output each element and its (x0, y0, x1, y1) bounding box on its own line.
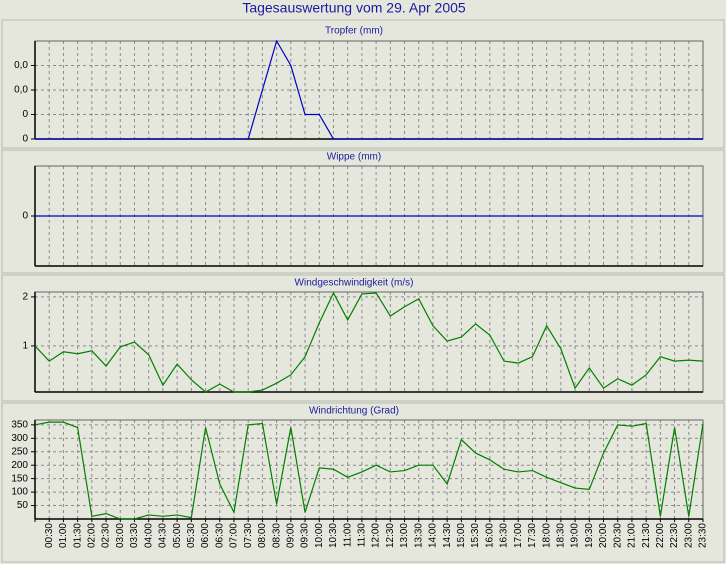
panel (1, 19, 725, 149)
y-tick-label: 100 (11, 487, 28, 498)
x-tick-label: 06:00 (200, 523, 211, 548)
x-tick-label: 03:30 (129, 523, 140, 548)
x-tick-label: 17:30 (527, 523, 538, 548)
y-tick-label: 1 (22, 341, 28, 352)
y-tick-label: 50 (17, 500, 29, 511)
x-tick-label: 20:30 (612, 523, 623, 548)
x-tick-label: 18:30 (556, 523, 567, 548)
x-tick-label: 07:30 (243, 523, 254, 548)
panel-title: Tropfer (mm) (325, 26, 383, 37)
x-tick-label: 12:00 (371, 523, 382, 548)
x-tick-label: 00:30 (44, 523, 55, 548)
y-tick-label: 0,0 (14, 85, 28, 96)
x-tick-label: 15:00 (456, 523, 467, 548)
x-tick-label: 21:00 (627, 523, 638, 548)
x-tick-label: 05:00 (172, 523, 183, 548)
data-line (34, 291, 704, 393)
x-tick-label: 05:30 (186, 523, 197, 548)
x-tick-label: 04:30 (158, 523, 169, 548)
x-tick-label: 15:30 (470, 523, 481, 548)
x-tick-label: 16:30 (499, 523, 510, 548)
x-tick-label: 19:30 (584, 523, 595, 548)
y-tick-label: 250 (11, 446, 28, 457)
panel (1, 402, 725, 563)
y-tick-label: 0 (22, 109, 28, 120)
x-tick-label: 17:00 (513, 523, 524, 548)
x-tick-label: 01:30 (72, 523, 83, 548)
y-tick-label: 2 (22, 292, 28, 303)
x-tick-label: 10:30 (328, 523, 339, 548)
x-tick-label: 11:00 (342, 523, 353, 548)
x-tick-label: 06:30 (214, 523, 225, 548)
x-tick-label: 09:30 (300, 523, 311, 548)
x-tick-label: 23:30 (698, 523, 709, 548)
x-tick-label: 20:00 (598, 523, 609, 548)
panel (1, 274, 725, 402)
x-tick-label: 22:30 (669, 523, 680, 548)
x-tick-label: 18:00 (541, 523, 552, 548)
x-tick-label: 21:30 (641, 523, 652, 548)
x-tick-label: 13:00 (399, 523, 410, 548)
panel-title: Wippe (mm) (327, 152, 381, 163)
panel (1, 149, 725, 274)
data-line (35, 39, 703, 140)
x-tick-label: 04:00 (143, 523, 154, 548)
x-tick-label: 12:30 (385, 523, 396, 548)
panel-title: Windgeschwindigkeit (m/s) (295, 278, 414, 289)
y-tick-label: 0 (22, 134, 28, 145)
x-tick-label: 09:00 (285, 523, 296, 548)
x-tick-label: 23:00 (683, 523, 694, 548)
y-tick-label: 200 (11, 460, 28, 471)
x-tick-label: 02:30 (101, 523, 112, 548)
x-tick-label: 11:30 (357, 523, 368, 548)
x-tick-label: 10:00 (314, 523, 325, 548)
y-tick-label: 0 (22, 211, 28, 222)
y-tick-label: 0,0 (14, 60, 28, 71)
x-tick-label: 16:00 (484, 523, 495, 548)
x-tick-label: 08:00 (257, 523, 268, 548)
x-tick-label: 02:00 (86, 523, 97, 548)
x-tick-label: 19:00 (570, 523, 581, 548)
panel-title: Windrichtung (Grad) (309, 406, 399, 417)
x-tick-label: 14:30 (442, 523, 453, 548)
plot-frame (34, 419, 704, 520)
y-tick-label: 150 (11, 473, 28, 484)
plot-frame (34, 40, 704, 140)
page-title: Tagesauswertung vom 29. Apr 2005 (242, 0, 466, 16)
y-tick-label: 300 (11, 433, 28, 444)
x-tick-label: 01:00 (58, 523, 69, 548)
y-tick-label: 350 (11, 419, 28, 430)
x-tick-label: 13:30 (413, 523, 424, 548)
x-tick-label: 14:00 (428, 523, 439, 548)
x-tick-label: 08:30 (271, 523, 282, 548)
data-line (34, 421, 704, 520)
x-tick-label: 03:00 (115, 523, 126, 548)
x-tick-label: 07:00 (229, 523, 240, 548)
x-tick-label: 22:00 (655, 523, 666, 548)
